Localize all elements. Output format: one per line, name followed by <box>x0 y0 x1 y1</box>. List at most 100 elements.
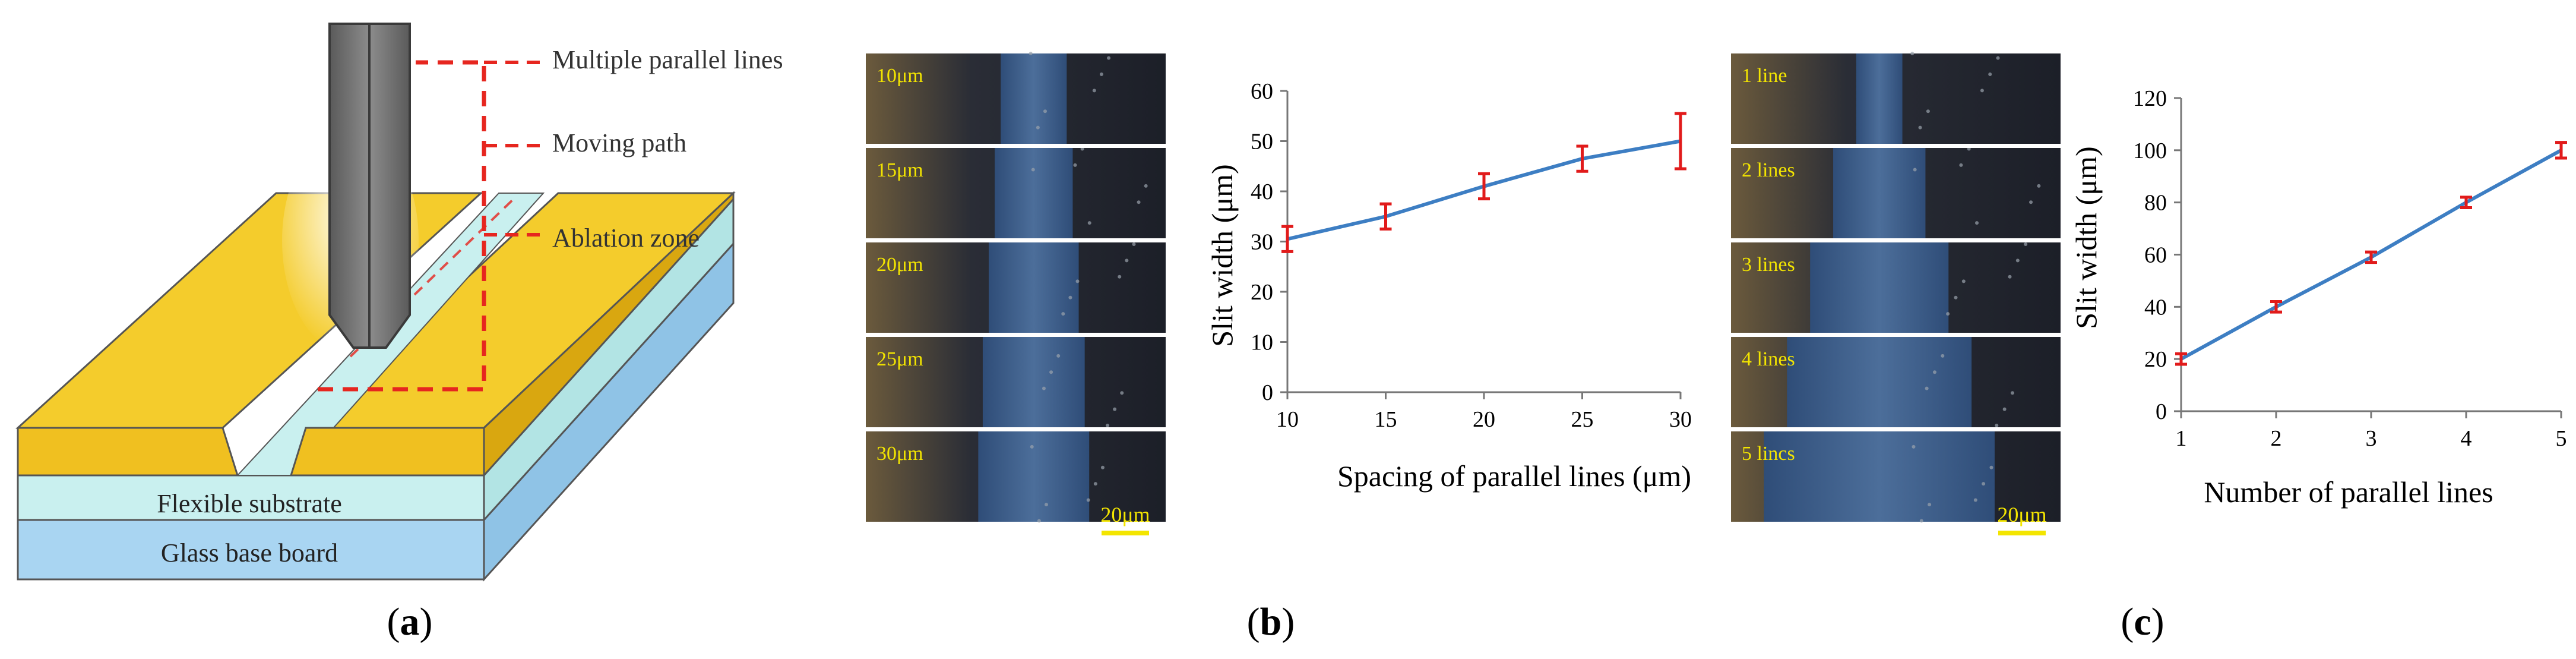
callout-multiple-parallel-lines: Multiple parallel lines <box>552 45 783 74</box>
micrograph-speck <box>1926 109 1930 113</box>
micrograph-label: 4 lines <box>1742 348 1795 370</box>
micrograph-slit <box>982 337 1085 427</box>
micrograph-speck <box>1932 370 1936 374</box>
y-tick-label: 60 <box>1251 79 1273 104</box>
micrograph-speck <box>1106 423 1110 427</box>
micrograph-speck <box>1913 168 1917 172</box>
micrograph-slit <box>978 431 1090 522</box>
error-bar <box>2555 141 2567 160</box>
micrograph-label: 30μm <box>876 443 923 465</box>
micrograph-divider <box>1731 333 2061 337</box>
micrograph-slit <box>1764 431 1995 522</box>
micrograph-speck <box>1982 482 1986 486</box>
panel-label-c: (c) <box>2121 600 2164 644</box>
micrograph-speck <box>1144 184 1148 188</box>
micrograph-speck <box>1061 312 1065 316</box>
micrograph-divider <box>866 238 1166 242</box>
micrograph-label: 1 line <box>1742 65 1787 87</box>
micrograph-speck <box>2024 242 2028 247</box>
micrograph-slit <box>989 242 1079 333</box>
y-tick-label: 40 <box>1251 179 1273 204</box>
error-bar <box>1478 172 1490 201</box>
x-tick-label: 25 <box>1571 407 1594 432</box>
micrograph-strip: 10μm <box>866 52 1166 144</box>
micrograph-speck <box>1946 312 1950 316</box>
chart-c-xlabel: Number of parallel lines <box>2204 475 2493 509</box>
micrograph-strip: 25μm <box>866 337 1166 427</box>
panel-label-b-letter: b <box>1260 600 1282 644</box>
panel-label-a: (a) <box>387 600 433 644</box>
x-tick-label: 3 <box>2366 426 2377 451</box>
micrograph-divider <box>866 427 1166 431</box>
micrograph-slit <box>1856 53 1903 144</box>
panel-a-schematic: Multiple parallel lines Moving path Abla… <box>15 23 783 644</box>
micrograph-speck <box>1996 56 2000 60</box>
micrograph-speck <box>1092 89 1096 93</box>
micrograph-speck <box>1919 519 1923 523</box>
micrograph-speck <box>1118 275 1122 279</box>
chart-b-xlabel: Spacing of parallel lines (μm) <box>1337 459 1691 493</box>
y-tick-label: 0 <box>1262 380 1273 405</box>
micrograph-label: 15μm <box>876 159 923 181</box>
micrograph-speck <box>1975 221 1979 225</box>
micrograph-strip: 20μm <box>866 242 1166 333</box>
micrograph-speck <box>2008 275 2012 279</box>
micrograph-speck <box>1989 465 1993 469</box>
micrograph-label: 10μm <box>876 65 923 87</box>
micrograph-speck <box>1093 482 1097 486</box>
micrograph-strip: 5 lincs <box>1731 431 2061 523</box>
micrograph-speck <box>1073 163 1077 167</box>
error-bar <box>2175 352 2187 366</box>
chart-slit-width-vs-line-count: Slit width (μm) Number of parallel lines… <box>2069 86 2567 509</box>
x-tick-label: 5 <box>2556 426 2567 451</box>
error-bar <box>1379 202 1392 231</box>
y-tick-label: 80 <box>2144 191 2167 216</box>
panel-c-micrographs: 1 line 2 lines 3 lines 4 lines 5 lincs <box>1731 52 2061 523</box>
y-tick-label: 20 <box>1251 280 1273 305</box>
micrograph-speck <box>1056 354 1061 358</box>
micrograph-speck <box>1132 242 1136 247</box>
chart-slit-width-vs-spacing: Slit width (μm) Spacing of parallel line… <box>1205 79 1692 493</box>
error-bar <box>2270 300 2282 314</box>
micrograph-speck <box>1954 295 1958 299</box>
callout-moving-path: Moving path <box>552 128 686 157</box>
micrograph-slit <box>995 148 1073 238</box>
error-bar <box>1576 144 1588 173</box>
y-tick-label: 60 <box>2144 243 2167 268</box>
micrograph-strip: 30μm <box>866 431 1166 523</box>
micrograph-speck <box>1099 72 1103 76</box>
x-tick-label: 2 <box>2271 426 2282 451</box>
micrograph-label: 2 lines <box>1742 159 1795 181</box>
error-bar <box>1675 112 1686 171</box>
scale-bar-b <box>1102 531 1149 535</box>
micrograph-strip: 1 line <box>1731 52 2061 144</box>
micrograph-slit <box>1001 53 1067 144</box>
panel-label-c-letter: c <box>2134 600 2151 644</box>
micrograph-speck <box>1042 386 1046 390</box>
scale-bar-c <box>1998 531 2046 535</box>
x-tick-label: 30 <box>1669 407 1692 432</box>
micrograph-divider <box>1731 427 2061 431</box>
y-tick-label: 20 <box>2144 347 2167 372</box>
x-tick-label: 4 <box>2461 426 2472 451</box>
micrograph-speck <box>1087 221 1091 225</box>
micrograph-speck <box>1043 109 1047 113</box>
chart-b-ylabel: Slit width (μm) <box>1205 164 1239 346</box>
y-tick-label: 10 <box>1251 330 1273 355</box>
micrograph-speck <box>1137 200 1141 204</box>
micrograph-speck <box>1980 89 1984 93</box>
y-tick-label: 40 <box>2144 295 2167 320</box>
micrograph-speck <box>1925 386 1929 390</box>
micrograph-label: 5 lincs <box>1742 443 1795 465</box>
micrograph-speck <box>2029 200 2033 204</box>
micrograph-speck <box>1941 354 1945 358</box>
micrograph-speck <box>1028 52 1033 55</box>
panel-label-a-letter: a <box>400 600 420 644</box>
micrograph-speck <box>1918 125 1922 130</box>
micrograph-speck <box>1125 258 1129 263</box>
micrograph-divider <box>866 144 1166 148</box>
micrograph-speck <box>2010 391 2014 395</box>
micrograph-speck <box>1068 295 1072 299</box>
micrograph-speck <box>1967 147 1971 151</box>
